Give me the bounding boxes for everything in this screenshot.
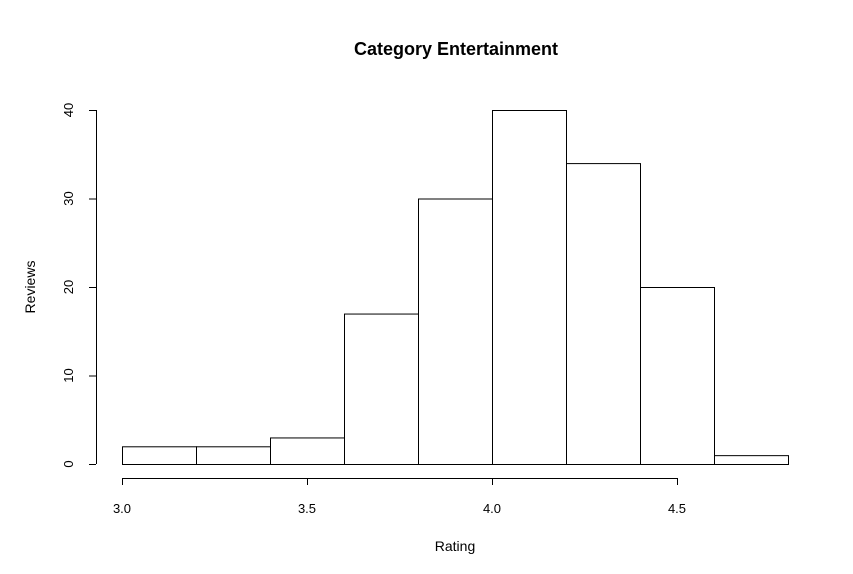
x-axis-label: Rating — [435, 538, 475, 554]
histogram-bar-5 — [492, 110, 567, 465]
y-tick-label-4: 40 — [61, 103, 76, 117]
histogram-bar-8 — [714, 455, 789, 465]
histogram-bar-4 — [418, 198, 493, 465]
histogram-bar-2 — [270, 437, 345, 466]
y-tick-label-2: 20 — [61, 280, 76, 294]
x-tick-label-1: 3.5 — [298, 501, 316, 516]
y-axis: 0 10 20 30 40 — [61, 103, 97, 468]
histogram-bar-6 — [566, 163, 641, 465]
histogram-bar-3 — [344, 313, 419, 465]
x-tick-label-3: 4.5 — [668, 501, 686, 516]
y-tick-label-3: 30 — [61, 191, 76, 205]
bars-group — [122, 110, 789, 466]
histogram-bar-0 — [122, 446, 197, 465]
chart-title: Category Entertainment — [354, 39, 558, 59]
histogram-bar-1 — [196, 446, 271, 465]
y-axis-label: Reviews — [22, 261, 38, 314]
x-axis: 3.0 3.5 4.0 4.5 — [113, 478, 686, 516]
x-tick-label-2: 4.0 — [483, 501, 501, 516]
x-tick-label-0: 3.0 — [113, 501, 131, 516]
y-tick-label-0: 0 — [61, 460, 76, 467]
y-tick-label-1: 10 — [61, 368, 76, 382]
histogram-bar-7 — [640, 287, 715, 465]
